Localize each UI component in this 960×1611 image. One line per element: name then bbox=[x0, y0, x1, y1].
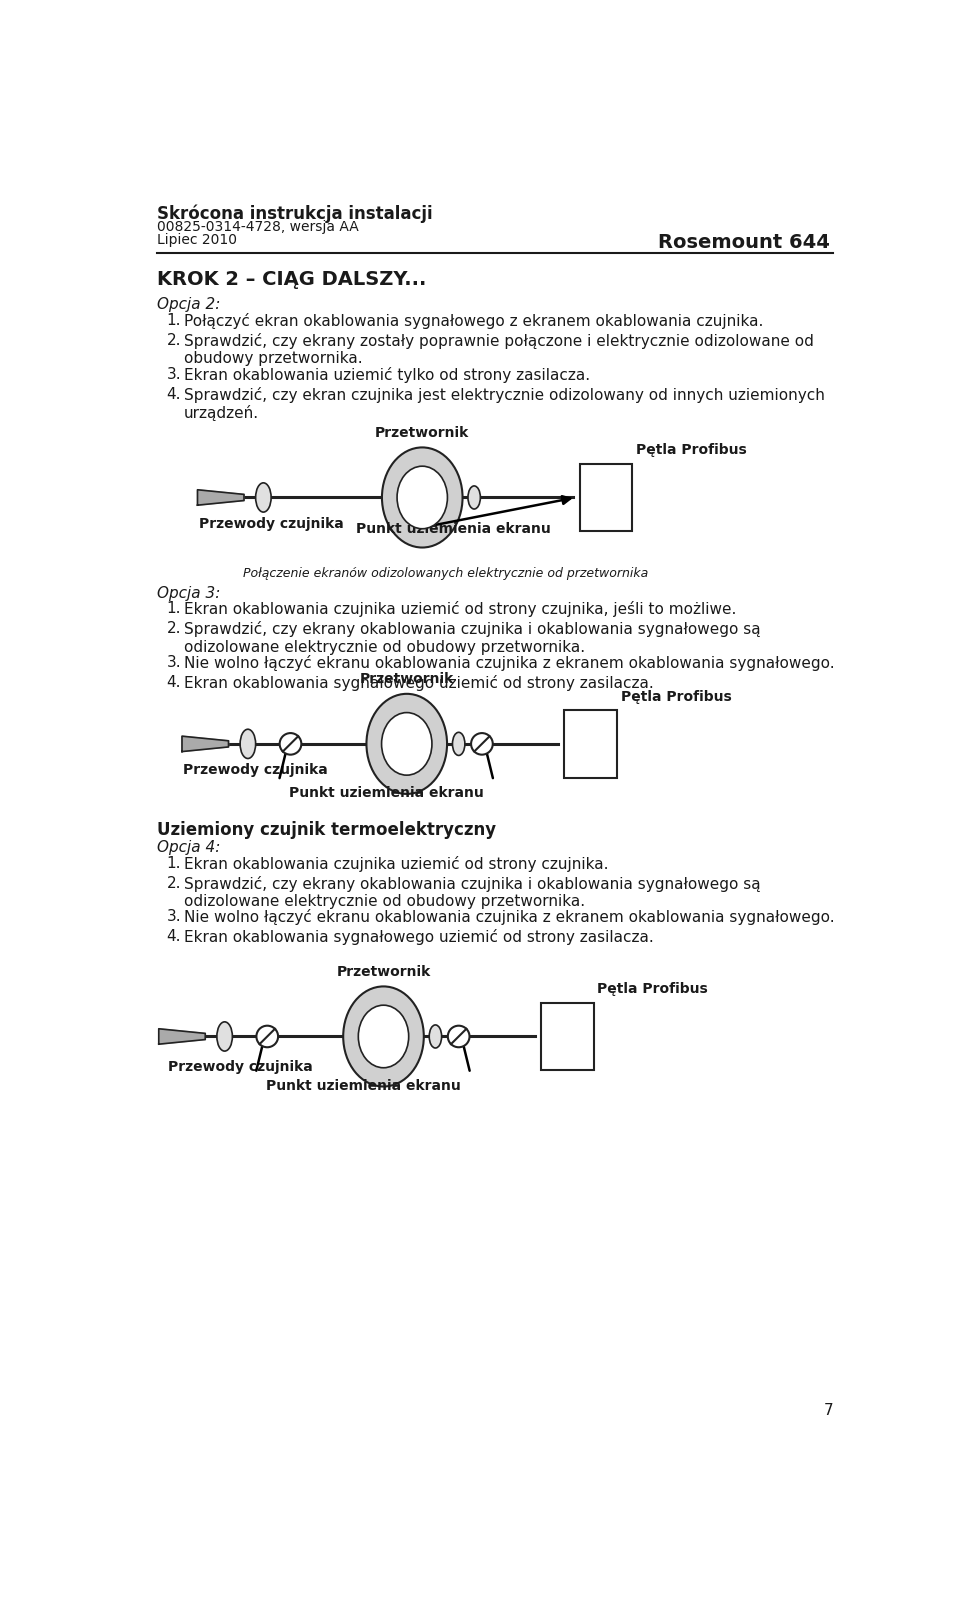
Ellipse shape bbox=[381, 712, 432, 775]
Ellipse shape bbox=[358, 1005, 409, 1068]
Text: Punkt uziemienia ekranu: Punkt uziemienia ekranu bbox=[289, 786, 484, 801]
Ellipse shape bbox=[367, 694, 447, 794]
Text: 3.: 3. bbox=[166, 656, 181, 670]
Text: 1.: 1. bbox=[166, 601, 181, 617]
Text: KROK 2 – CIĄG DALSZY...: KROK 2 – CIĄG DALSZY... bbox=[157, 271, 426, 290]
Text: 4.: 4. bbox=[166, 387, 181, 401]
Text: Lipiec 2010: Lipiec 2010 bbox=[157, 234, 237, 248]
Text: Sprawdzić, czy ekran czujnika jest elektrycznie odizolowany od innych uziemionyc: Sprawdzić, czy ekran czujnika jest elekt… bbox=[183, 387, 825, 420]
Ellipse shape bbox=[468, 487, 480, 509]
Text: Pętla Profibus: Pętla Profibus bbox=[636, 443, 747, 458]
Text: Punkt uziemienia ekranu: Punkt uziemienia ekranu bbox=[266, 1079, 461, 1092]
Ellipse shape bbox=[240, 730, 255, 759]
Text: Połączenie ekranów odizolowanych elektrycznie od przetwornika: Połączenie ekranów odizolowanych elektry… bbox=[243, 567, 648, 580]
Ellipse shape bbox=[217, 1021, 232, 1050]
Text: Przetwornik: Przetwornik bbox=[360, 672, 454, 686]
Text: 2.: 2. bbox=[166, 622, 181, 636]
Text: 1.: 1. bbox=[166, 855, 181, 870]
Bar bbox=[564, 710, 616, 778]
Ellipse shape bbox=[382, 448, 463, 548]
Text: 1.: 1. bbox=[166, 313, 181, 327]
Text: 2.: 2. bbox=[166, 875, 181, 891]
Text: Skrócona instrukcja instalacji: Skrócona instrukcja instalacji bbox=[157, 205, 433, 222]
Circle shape bbox=[471, 733, 492, 754]
Text: 4.: 4. bbox=[166, 930, 181, 944]
Text: Punkt uziemienia ekranu: Punkt uziemienia ekranu bbox=[356, 522, 551, 536]
Text: Nie wolno łączyć ekranu okablowania czujnika z ekranem okablowania sygnałowego.: Nie wolno łączyć ekranu okablowania czuj… bbox=[183, 656, 834, 672]
Ellipse shape bbox=[255, 483, 271, 512]
Polygon shape bbox=[182, 736, 228, 752]
Ellipse shape bbox=[429, 1025, 442, 1049]
Text: Ekran okablowania sygnałowego uziemić od strony zasilacza.: Ekran okablowania sygnałowego uziemić od… bbox=[183, 930, 654, 946]
Text: Przetwornik: Przetwornik bbox=[375, 425, 469, 440]
Text: Pętla Profibus: Pętla Profibus bbox=[621, 690, 732, 704]
Text: Przetwornik: Przetwornik bbox=[336, 965, 431, 979]
Text: Ekran okablowania czujnika uziemić od strony czujnika.: Ekran okablowania czujnika uziemić od st… bbox=[183, 855, 608, 872]
Bar bbox=[580, 464, 633, 532]
Text: Uziemiony czujnik termoelektryczny: Uziemiony czujnik termoelektryczny bbox=[157, 822, 496, 839]
Text: Sprawdzić, czy ekrany okablowania czujnika i okablowania sygnałowego są
odizolow: Sprawdzić, czy ekrany okablowania czujni… bbox=[183, 875, 760, 909]
Text: Pętla Profibus: Pętla Profibus bbox=[597, 983, 708, 997]
Circle shape bbox=[256, 1026, 278, 1047]
Text: Przewody czujnika: Przewody czujnika bbox=[199, 517, 344, 530]
Text: 7: 7 bbox=[824, 1403, 833, 1418]
Polygon shape bbox=[198, 490, 244, 506]
Text: Ekran okablowania sygnałowego uziemić od strony zasilacza.: Ekran okablowania sygnałowego uziemić od… bbox=[183, 675, 654, 691]
Text: Sprawdzić, czy ekrany zostały poprawnie połączone i elektrycznie odizolowane od
: Sprawdzić, czy ekrany zostały poprawnie … bbox=[183, 333, 813, 366]
Text: 00825-0314-4728, wersja AA: 00825-0314-4728, wersja AA bbox=[157, 219, 359, 234]
Text: Ekran okablowania czujnika uziemić od strony czujnika, jeśli to możliwe.: Ekran okablowania czujnika uziemić od st… bbox=[183, 601, 736, 617]
Text: Opcja 4:: Opcja 4: bbox=[157, 839, 221, 855]
Polygon shape bbox=[158, 1029, 205, 1044]
Text: Rosemount 644: Rosemount 644 bbox=[658, 234, 829, 253]
Circle shape bbox=[447, 1026, 469, 1047]
Text: Ekran okablowania uziemić tylko od strony zasilacza.: Ekran okablowania uziemić tylko od stron… bbox=[183, 367, 589, 382]
Text: Nie wolno łączyć ekranu okablowania czujnika z ekranem okablowania sygnałowego.: Nie wolno łączyć ekranu okablowania czuj… bbox=[183, 910, 834, 925]
Ellipse shape bbox=[344, 986, 423, 1086]
Text: 2.: 2. bbox=[166, 333, 181, 348]
Text: Przewody czujnika: Przewody czujnika bbox=[183, 764, 328, 777]
Text: Opcja 3:: Opcja 3: bbox=[157, 586, 221, 601]
Ellipse shape bbox=[452, 733, 465, 756]
Circle shape bbox=[279, 733, 301, 754]
Text: Przewody czujnika: Przewody czujnika bbox=[168, 1060, 313, 1073]
Bar bbox=[540, 1002, 593, 1070]
Text: Sprawdzić, czy ekrany okablowania czujnika i okablowania sygnałowego są
odizolow: Sprawdzić, czy ekrany okablowania czujni… bbox=[183, 622, 760, 654]
Text: Opcja 2:: Opcja 2: bbox=[157, 298, 221, 313]
Text: 3.: 3. bbox=[166, 910, 181, 925]
Ellipse shape bbox=[397, 466, 447, 528]
Text: Połączyć ekran okablowania sygnałowego z ekranem okablowania czujnika.: Połączyć ekran okablowania sygnałowego z… bbox=[183, 313, 763, 329]
Text: 4.: 4. bbox=[166, 675, 181, 691]
Text: 3.: 3. bbox=[166, 367, 181, 382]
